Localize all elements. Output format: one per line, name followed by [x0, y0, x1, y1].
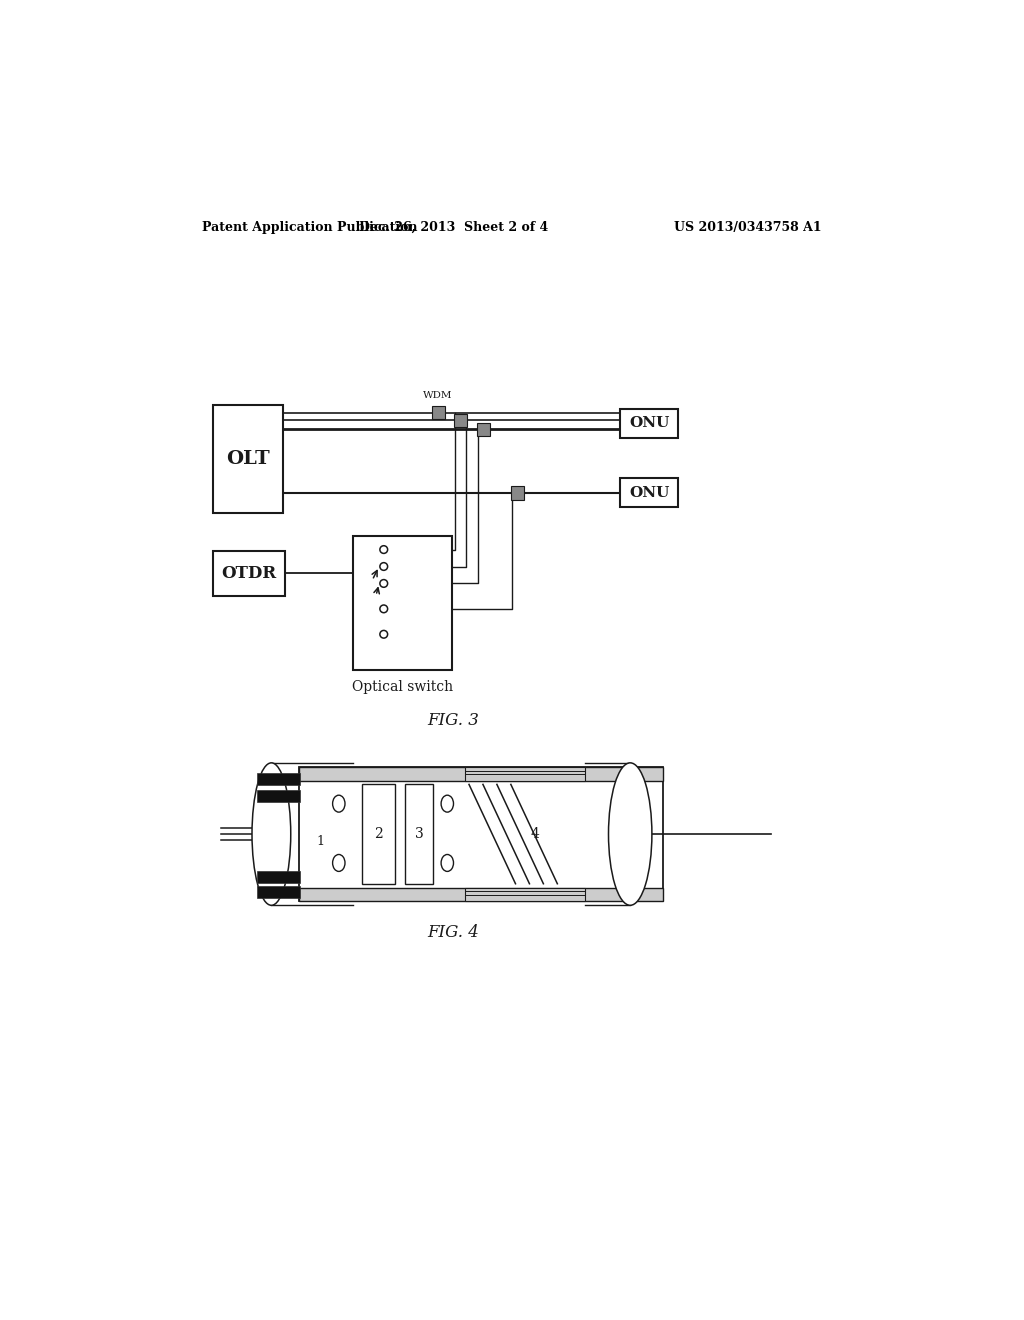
Bar	[257, 774, 300, 785]
Circle shape	[380, 562, 388, 570]
Bar	[465, 767, 586, 780]
Bar	[432, 407, 445, 420]
Ellipse shape	[333, 795, 345, 812]
Bar	[454, 414, 467, 428]
Ellipse shape	[441, 795, 454, 812]
Circle shape	[380, 631, 388, 638]
Circle shape	[380, 605, 388, 612]
Ellipse shape	[252, 763, 291, 906]
Bar	[257, 789, 300, 803]
Text: US 2013/0343758 A1: US 2013/0343758 A1	[674, 222, 822, 234]
Bar	[621, 478, 678, 507]
Bar	[362, 784, 394, 884]
Text: 3: 3	[415, 828, 423, 841]
Ellipse shape	[608, 763, 652, 906]
Text: 1: 1	[316, 836, 325, 849]
Bar	[299, 887, 663, 902]
Text: WDM: WDM	[423, 391, 453, 400]
Bar	[213, 552, 285, 595]
Text: Optical switch: Optical switch	[352, 680, 453, 694]
Bar	[621, 409, 678, 438]
Bar	[465, 887, 586, 902]
Bar	[299, 767, 663, 780]
Ellipse shape	[441, 854, 454, 871]
Bar	[511, 486, 524, 499]
Text: FIG. 3: FIG. 3	[428, 711, 479, 729]
Ellipse shape	[333, 854, 345, 871]
Bar	[257, 886, 300, 899]
Text: FIG. 4: FIG. 4	[428, 924, 479, 941]
Circle shape	[380, 545, 388, 553]
Text: ONU: ONU	[629, 486, 670, 499]
Text: OLT: OLT	[226, 450, 270, 467]
Text: 4: 4	[530, 828, 540, 841]
Bar	[257, 871, 300, 883]
Text: Dec. 26, 2013  Sheet 2 of 4: Dec. 26, 2013 Sheet 2 of 4	[358, 222, 548, 234]
Text: 2: 2	[374, 828, 383, 841]
Bar	[477, 424, 489, 437]
Text: OTDR: OTDR	[221, 565, 276, 582]
Text: ONU: ONU	[629, 416, 670, 430]
Text: Patent Application Publication: Patent Application Publication	[202, 222, 417, 234]
Bar	[352, 536, 452, 671]
Bar	[299, 767, 663, 902]
Bar	[406, 784, 432, 884]
Bar	[213, 405, 283, 512]
Circle shape	[380, 579, 388, 587]
